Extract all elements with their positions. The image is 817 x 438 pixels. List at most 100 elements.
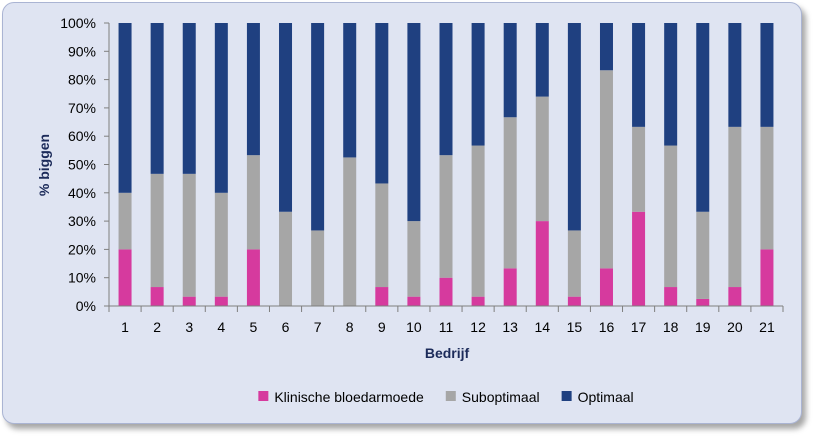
x-tick-label: 14	[535, 319, 551, 335]
x-tick-label: 19	[695, 319, 711, 335]
bar-segment-4-2	[214, 23, 228, 193]
x-tick-label: 1	[121, 319, 129, 335]
bar-segment-21-0	[760, 249, 774, 306]
bar-segment-10-2	[407, 23, 421, 222]
bar-segment-1-1	[118, 192, 132, 250]
bar-segment-2-0	[150, 287, 164, 306]
bar-segment-20-1	[728, 126, 742, 288]
bar-segment-9-1	[375, 183, 389, 288]
y-tick-labels: 0% 10% 20% 30% 40% 50% 60% 70% 80% 90% 100%	[60, 15, 96, 314]
y-tick-label: 20%	[68, 241, 96, 257]
x-tick-label: 15	[567, 319, 583, 335]
bar-segment-7-2	[311, 23, 325, 231]
bar-segment-19-1	[696, 211, 710, 299]
bar-segment-7-1	[311, 230, 325, 306]
bar-segment-13-2	[503, 23, 517, 118]
bar-segment-5-2	[246, 23, 260, 156]
bar-segment-20-2	[728, 23, 742, 127]
bar-segment-15-1	[567, 230, 581, 297]
legend-swatch-2	[561, 391, 572, 401]
bar-segment-2-2	[150, 23, 164, 174]
bar-segment-11-2	[439, 23, 453, 156]
bar-segment-16-0	[599, 268, 613, 306]
bar-segment-8-2	[343, 23, 357, 158]
bar-segment-14-2	[535, 23, 549, 97]
x-tick-labels: 1 2 3 4 5 6 7 8 9 10 11 12 13 14 15 16 17 18 19 20 21	[121, 319, 775, 335]
bar-segment-13-0	[503, 268, 517, 306]
bar-segment-6-2	[279, 23, 293, 212]
bar-segment-3-2	[182, 23, 196, 174]
bars-group	[118, 23, 774, 306]
y-axis-title: % biggen	[36, 134, 52, 196]
bar-segment-12-2	[471, 23, 485, 146]
legend-label-1: Suboptimaal	[462, 389, 540, 405]
bar-segment-11-1	[439, 155, 453, 278]
x-tick-label: 17	[631, 319, 647, 335]
bar-segment-21-1	[760, 126, 774, 250]
bar-segment-15-2	[567, 23, 581, 231]
bar-segment-19-2	[696, 23, 710, 212]
x-tick-label: 5	[250, 319, 258, 335]
x-tick-label: 18	[663, 319, 679, 335]
bar-segment-1-0	[118, 249, 132, 306]
x-tick-label: 10	[406, 319, 422, 335]
bar-segment-3-0	[182, 296, 196, 306]
x-axis-title: Bedrijf	[425, 345, 470, 361]
bar-segment-4-0	[214, 296, 228, 306]
bar-segment-14-0	[535, 221, 549, 306]
legend: Klinische bloedarmoede Suboptimaal Optimaa…	[258, 389, 634, 405]
legend-swatch-0	[258, 391, 269, 401]
y-tick-label: 0%	[76, 298, 96, 314]
bar-segment-16-1	[599, 70, 613, 269]
y-tick-label: 70%	[68, 100, 96, 116]
bar-segment-10-1	[407, 221, 421, 297]
x-tick-label: 12	[470, 319, 486, 335]
bar-segment-15-0	[567, 296, 581, 306]
bar-segment-18-1	[664, 145, 678, 288]
x-tick-label: 20	[727, 319, 743, 335]
bar-segment-5-1	[246, 155, 260, 250]
bar-segment-21-2	[760, 23, 774, 127]
bar-segment-14-1	[535, 96, 549, 222]
bar-segment-19-0	[696, 298, 710, 306]
y-tick-label: 40%	[68, 185, 96, 201]
bar-segment-2-1	[150, 173, 164, 288]
x-tick-label: 8	[346, 319, 354, 335]
y-tick-label: 60%	[68, 128, 96, 144]
bar-segment-18-2	[664, 23, 678, 146]
bar-segment-11-0	[439, 277, 453, 306]
y-tick-label: 100%	[60, 15, 96, 31]
x-tick-label: 13	[502, 319, 518, 335]
bar-segment-5-0	[246, 249, 260, 306]
bar-segment-13-1	[503, 117, 517, 269]
bar-segment-12-1	[471, 145, 485, 297]
bar-segment-17-0	[632, 211, 646, 306]
bar-segment-4-1	[214, 192, 228, 297]
legend-label-2: Optimaal	[578, 389, 634, 405]
bar-segment-8-1	[343, 157, 357, 306]
bar-segment-12-0	[471, 296, 485, 306]
bar-segment-6-1	[279, 211, 293, 306]
bar-segment-16-2	[599, 23, 613, 71]
y-tick-label: 10%	[68, 270, 96, 286]
bar-segment-1-2	[118, 23, 132, 193]
bar-segment-17-1	[632, 126, 646, 212]
bar-segment-9-0	[375, 287, 389, 306]
x-tick-label: 4	[217, 319, 225, 335]
legend-label-0: Klinische bloedarmoede	[274, 389, 424, 405]
x-tick-label: 16	[599, 319, 615, 335]
bar-segment-18-0	[664, 287, 678, 306]
bar-segment-17-2	[632, 23, 646, 127]
y-tick-label: 50%	[68, 157, 96, 173]
bar-segment-3-1	[182, 173, 196, 297]
x-tick-label: 9	[378, 319, 386, 335]
y-tick-label: 90%	[68, 43, 96, 59]
axes-group	[104, 22, 784, 312]
bar-segment-10-0	[407, 296, 421, 306]
x-tick-label: 2	[153, 319, 161, 335]
y-tick-label: 30%	[68, 213, 96, 229]
x-tick-label: 3	[185, 319, 193, 335]
x-tick-label: 6	[282, 319, 290, 335]
x-tick-label: 11	[439, 319, 454, 335]
